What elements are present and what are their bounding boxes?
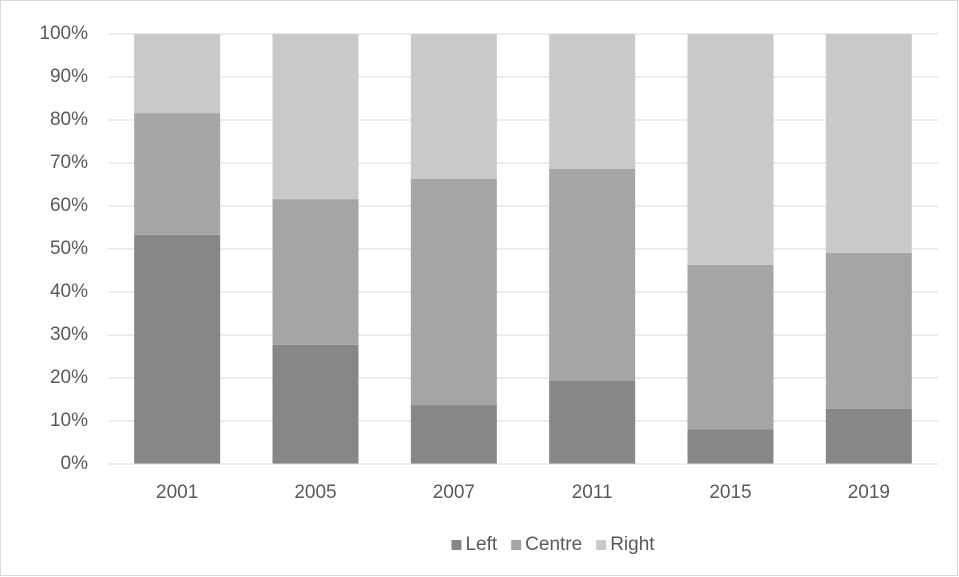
y-tick-label: 90% xyxy=(50,66,88,87)
legend-label: Right xyxy=(610,534,655,555)
y-tick-label: 100% xyxy=(39,23,88,44)
bar-segment xyxy=(687,264,774,430)
bar-segment xyxy=(410,34,497,179)
x-tick-label: 2011 xyxy=(572,482,613,503)
x-tick-label: 2001 xyxy=(156,482,198,503)
legend-swatch xyxy=(451,540,462,550)
legend-swatch xyxy=(596,540,607,550)
legend-label: Centre xyxy=(525,534,582,555)
bar-segment xyxy=(272,34,359,200)
y-tick-label: 10% xyxy=(50,410,88,431)
y-tick-label: 0% xyxy=(61,453,89,474)
legend-swatch xyxy=(511,540,522,550)
bar-segment xyxy=(549,381,636,464)
y-tick-label: 50% xyxy=(50,238,88,259)
bar-segment xyxy=(410,178,497,406)
bar-segment xyxy=(134,113,221,235)
y-tick-label: 40% xyxy=(50,281,88,302)
y-tick-label: 60% xyxy=(50,195,88,216)
bar-segment xyxy=(272,199,359,345)
bar-segment xyxy=(825,408,912,464)
y-tick-label: 20% xyxy=(50,367,88,388)
bar-segment xyxy=(825,34,912,253)
x-tick-label: 2005 xyxy=(294,482,336,503)
y-tick-label: 70% xyxy=(50,152,88,173)
y-tick-label: 80% xyxy=(50,109,88,130)
bar-segment xyxy=(549,169,636,382)
bar-segment xyxy=(272,344,359,464)
x-tick-label: 2007 xyxy=(433,482,475,503)
x-tick-label: 2015 xyxy=(709,482,751,503)
bar-segment xyxy=(134,234,221,464)
bar-segment xyxy=(687,34,774,265)
bar-segment xyxy=(825,252,912,409)
bar-segment xyxy=(549,34,636,170)
x-tick-label: 2019 xyxy=(848,482,890,503)
legend-label: Left xyxy=(465,534,497,555)
y-tick-label: 30% xyxy=(50,324,88,345)
bar-segment xyxy=(134,34,221,114)
bar-segment xyxy=(687,429,774,464)
bar-segment xyxy=(410,405,497,464)
